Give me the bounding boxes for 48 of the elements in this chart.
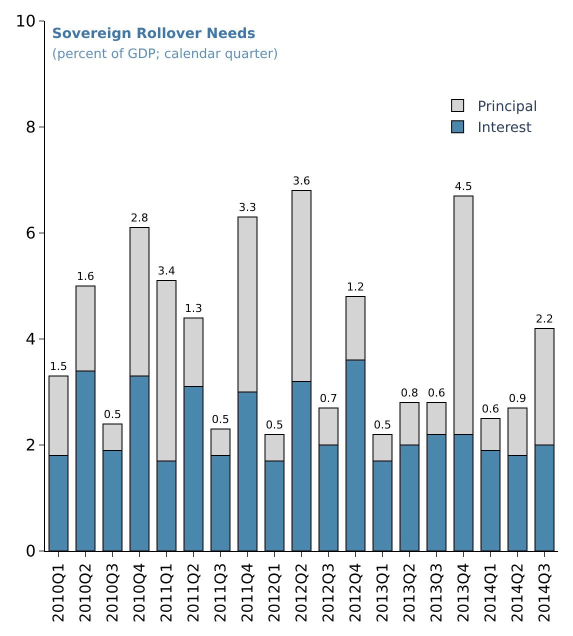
y-tick-label: 0 — [26, 542, 36, 561]
x-tick-label: 2014Q3 — [535, 563, 554, 623]
x-tick-label: 2012Q4 — [346, 563, 364, 623]
y-tick-label: 2 — [26, 436, 36, 455]
data-label: 3.6 — [292, 174, 310, 188]
x-tick-label: 2013Q1 — [373, 563, 392, 623]
x-tick-label: 2010Q2 — [76, 563, 94, 623]
data-label: 3.3 — [238, 201, 256, 214]
data-label: 1.2 — [346, 280, 364, 294]
chart-title: Sovereign Rollover Needs — [52, 26, 256, 42]
y-tick-label: 10 — [15, 12, 36, 31]
y-tick-label: 8 — [26, 118, 36, 137]
data-label: 0.5 — [212, 413, 230, 426]
data-label: 1.5 — [50, 360, 68, 374]
x-tick-label: 2013Q2 — [400, 563, 418, 623]
legend-label: Interest — [478, 120, 532, 136]
data-label: 1.3 — [184, 302, 202, 315]
data-label: 1.6 — [76, 270, 94, 283]
x-tick-label: 2012Q3 — [319, 563, 338, 623]
x-tick-label: 2011Q3 — [211, 563, 230, 623]
x-tick-label: 2012Q1 — [265, 563, 284, 623]
x-tick-label: 2014Q2 — [508, 563, 526, 623]
x-tick-label: 2011Q2 — [184, 563, 202, 623]
x-tick-label: 2010Q4 — [130, 563, 148, 623]
data-label: 0.6 — [428, 386, 446, 400]
x-tick-label: 2012Q2 — [292, 563, 310, 623]
y-tick-label: 6 — [26, 224, 36, 243]
data-label: 0.6 — [482, 402, 500, 416]
data-label: 2.2 — [536, 312, 554, 326]
data-label: 0.5 — [266, 418, 284, 432]
data-label: 0.5 — [104, 408, 122, 421]
x-tick-label: 2010Q1 — [49, 563, 68, 623]
y-tick-label: 4 — [26, 330, 36, 349]
legend-label: Principal — [478, 98, 538, 115]
data-label: 0.9 — [508, 392, 526, 405]
x-tick-label: 2014Q1 — [481, 563, 500, 623]
data-label: 0.7 — [320, 392, 338, 405]
data-label: 0.5 — [374, 418, 392, 432]
x-tick-label: 2013Q4 — [454, 563, 472, 623]
data-label: 4.5 — [454, 180, 472, 193]
data-label: 3.4 — [158, 264, 176, 278]
data-label: 2.8 — [130, 212, 148, 225]
x-tick-label: 2011Q4 — [238, 563, 256, 623]
x-tick-label: 2011Q1 — [157, 563, 176, 623]
x-tick-label: 2013Q3 — [427, 563, 446, 623]
text: (percent of GDP; calendar quarter) — [52, 47, 278, 62]
x-tick-label: 2010Q3 — [103, 563, 122, 623]
data-label: 0.8 — [400, 386, 418, 400]
